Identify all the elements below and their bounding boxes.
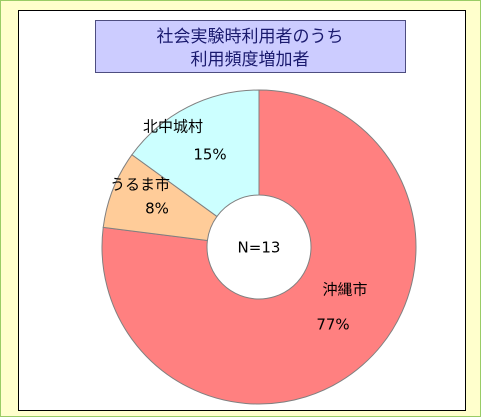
value-label: 8% (145, 200, 169, 218)
title-box (95, 20, 406, 73)
value-label: 15% (193, 146, 226, 164)
slice-label: うるま市 (110, 176, 170, 194)
slice (131, 89, 260, 218)
slice-label: 沖縄市 (322, 281, 367, 299)
slice-label: 北中城村 (143, 118, 203, 136)
slice (101, 89, 417, 405)
slices (101, 89, 417, 405)
chart-title: 利用頻度増加者 (191, 50, 310, 70)
center-label: N=13 (238, 239, 281, 257)
chart-title: 社会実験時利用者のうち (157, 27, 344, 47)
value-label: 77% (316, 316, 349, 334)
